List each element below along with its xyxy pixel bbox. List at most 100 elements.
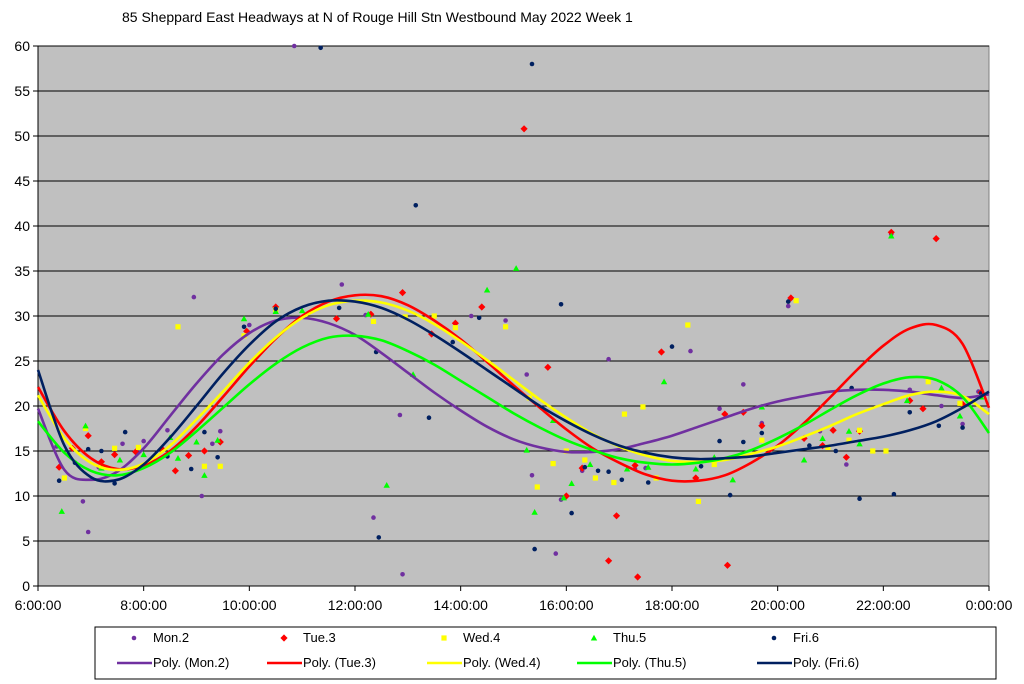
data-point	[184, 451, 193, 460]
data-point	[582, 457, 588, 463]
legend-marker	[280, 634, 288, 642]
data-point	[695, 498, 702, 504]
data-point	[785, 303, 791, 309]
data-point	[727, 492, 733, 498]
data-point	[582, 464, 588, 470]
x-tick-label: 16:00:00	[539, 597, 594, 613]
y-tick-label: 15	[14, 443, 30, 459]
legend-label: Fri.6	[793, 630, 819, 645]
data-point	[833, 448, 839, 454]
legend-label: Wed.4	[463, 630, 500, 645]
legend-marker	[441, 635, 447, 641]
data-point	[605, 557, 613, 565]
series-mon-2	[54, 43, 981, 577]
y-tick-label: 5	[22, 533, 30, 549]
data-point	[318, 45, 323, 51]
trendline-poly-mon-2	[36, 316, 990, 482]
data-point	[903, 397, 911, 404]
data-point	[202, 429, 207, 435]
data-point	[606, 356, 611, 362]
data-point	[367, 310, 375, 318]
trendlines	[36, 293, 991, 483]
data-point	[723, 561, 732, 569]
data-point	[476, 315, 482, 321]
data-point	[846, 437, 852, 443]
legend-marker	[771, 635, 777, 641]
data-point	[483, 286, 491, 293]
data-point	[243, 327, 251, 335]
data-point	[883, 448, 889, 454]
data-point	[759, 437, 765, 443]
data-point	[450, 339, 456, 345]
y-tick-label: 45	[14, 173, 30, 189]
legend-label: Tue.3	[303, 630, 336, 645]
data-point	[819, 435, 826, 441]
data-point	[800, 456, 808, 463]
data-point	[217, 428, 223, 434]
legend-label: Mon.2	[153, 630, 189, 645]
data-point	[371, 515, 376, 520]
y-tick-label: 35	[14, 263, 30, 279]
y-tick-label: 30	[14, 308, 30, 324]
data-point	[451, 319, 459, 327]
data-point	[135, 444, 141, 450]
data-point	[298, 307, 306, 314]
data-point	[645, 480, 651, 485]
data-point	[529, 473, 535, 478]
data-point	[758, 422, 766, 430]
y-tick-label: 40	[14, 218, 30, 234]
data-point	[888, 232, 895, 239]
data-point	[332, 315, 341, 323]
data-point	[741, 439, 746, 445]
x-tick-label: 8:00:00	[120, 597, 167, 613]
data-point	[612, 512, 621, 520]
data-point	[56, 478, 62, 484]
data-point	[845, 428, 853, 434]
data-point	[688, 348, 693, 354]
data-point	[400, 572, 405, 577]
data-point	[938, 384, 945, 391]
x-tick-label: 12:00:00	[328, 597, 383, 613]
data-point	[919, 405, 927, 413]
data-point	[669, 344, 675, 349]
data-point	[621, 411, 628, 417]
data-point	[717, 438, 722, 444]
data-point	[191, 294, 197, 300]
data-point	[99, 448, 104, 454]
data-point	[112, 481, 117, 486]
data-point	[82, 425, 89, 432]
data-point	[957, 400, 963, 406]
data-point	[55, 463, 63, 471]
data-point	[240, 315, 248, 322]
data-point	[61, 475, 68, 481]
data-point	[468, 313, 474, 319]
data-point	[660, 378, 668, 385]
data-point	[273, 306, 279, 312]
data-point	[426, 415, 432, 421]
data-point	[685, 322, 691, 328]
data-point	[553, 551, 559, 556]
y-tick-label: 25	[14, 353, 30, 369]
data-point	[623, 465, 631, 472]
trendline-poly-tue-3	[36, 293, 991, 483]
data-point	[215, 455, 220, 460]
data-point	[217, 463, 223, 469]
data-point	[807, 443, 812, 448]
data-point	[793, 298, 799, 304]
data-point	[844, 462, 849, 467]
data-point	[721, 410, 729, 418]
trendline-poly-thu-5	[37, 334, 991, 477]
data-point	[906, 397, 914, 405]
data-point	[82, 422, 89, 429]
data-point	[907, 410, 913, 415]
data-point	[592, 475, 598, 481]
legend-marker	[131, 635, 137, 641]
data-point	[122, 429, 128, 435]
data-point	[729, 476, 736, 483]
data-point	[534, 484, 540, 490]
data-point	[956, 412, 964, 419]
data-point	[932, 235, 940, 243]
x-tick-label: 18:00:00	[645, 597, 700, 613]
data-point	[365, 311, 372, 317]
data-point	[640, 404, 646, 410]
